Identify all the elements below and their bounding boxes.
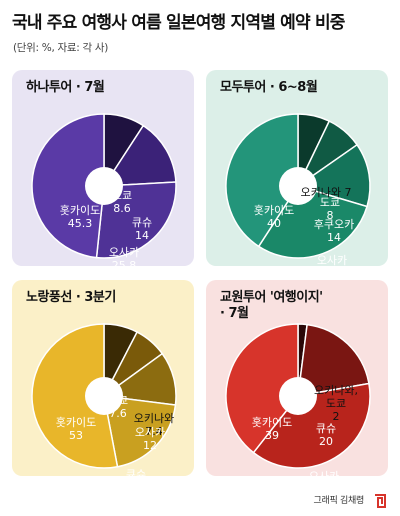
donut-hole (279, 377, 317, 415)
slice-label-3: 오사카 25.8 (109, 246, 139, 266)
slice-label-5: 홋카이도 40 (254, 203, 294, 230)
chart-title: 교원투어 '여행이지' · 7월 (220, 290, 323, 321)
pie-slice-2 (102, 124, 177, 187)
slice-label-3: 오사카 12 (135, 426, 165, 452)
slice-label-1: 도쿄 7.6 (108, 394, 128, 420)
pie-slice-2 (297, 323, 370, 397)
graphic-credit: 그래픽 김채령 (313, 496, 365, 506)
pie-slice-5 (225, 113, 299, 248)
donut-hole (85, 167, 123, 205)
chart-title: 하나투어 · 7월 (26, 80, 105, 95)
pie-slice-3 (252, 382, 371, 469)
slice-label-2: 오키나와 7.4 (134, 412, 174, 438)
unit-source-note: (단위: %, 자료: 각 사) (13, 42, 109, 54)
donut-hole (85, 377, 123, 415)
chart-title: 모두투어 · 6~8월 (220, 80, 318, 95)
slice-label-2: 도쿄 8 (320, 196, 340, 222)
pie-chart-hanatour: 도쿄 8.6큐슈 14 오사카 25.8 홋카이도 45.3 (31, 113, 177, 266)
slice-label-4: 홋카이도 39 (252, 415, 292, 442)
chart-panel-hanatour: 하나투어 · 7월 도쿄 8.6 큐슈 14 오사카 25.8 홋카이도 45.3 (12, 70, 194, 266)
slice-label-1: 오키나와, 도쿄 2 (314, 384, 358, 423)
slice-label-4: 오사카29 (317, 254, 347, 266)
slice-label-4: 홋카이도 45.3 (60, 203, 100, 230)
chart-title: 노랑풍선 · 3분기 (26, 290, 116, 305)
slice-label-3: 오사카38 (309, 470, 339, 476)
pie-slice-4 (225, 323, 299, 454)
publisher-logo-icon (375, 494, 386, 508)
page-title: 국내 주요 여행사 여름 일본여행 지역별 예약 비중 (12, 13, 345, 33)
pie-slice-5 (31, 323, 119, 469)
slice-label-3: 후쿠오카 14 (314, 218, 354, 244)
donut-hole (279, 167, 317, 205)
slice-label-1: 도쿄 8.6 (112, 189, 132, 215)
pie-slice-4 (103, 395, 177, 468)
slice-label-2: 큐슈 14 (132, 216, 152, 242)
pie-slice-4 (31, 113, 105, 259)
pie-slice-4 (257, 185, 368, 259)
slice-label-5: 홋카이도 53 (56, 415, 96, 442)
slice-label-2: 큐슈 20 (316, 422, 336, 448)
slice-label-1: 오키나와 7 (301, 186, 352, 199)
pie-slice-3 (95, 181, 177, 259)
